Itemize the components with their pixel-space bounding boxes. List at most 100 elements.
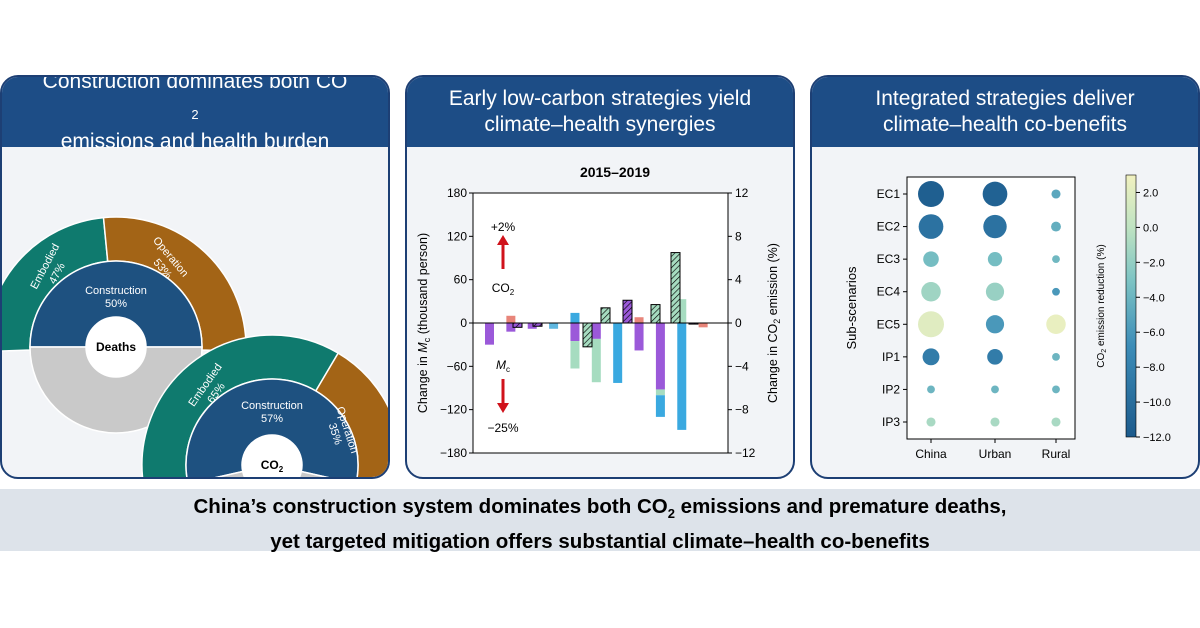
right-axis-label: Change in CO2 emission (%) — [766, 243, 782, 403]
co2-hole — [242, 435, 302, 477]
right-tick-label: 8 — [735, 229, 742, 243]
colorbar-tick-label: 2.0 — [1143, 187, 1158, 199]
mc-bar-segment — [549, 323, 559, 329]
mc-bar-segment — [613, 323, 623, 383]
bubble — [922, 348, 940, 366]
row-label: EC3 — [877, 252, 901, 266]
co2-center-label: CO2 — [261, 458, 284, 474]
annot-co2: CO2 — [492, 281, 515, 297]
footer-line-1: China’s construction system dominates bo… — [193, 495, 1007, 522]
footer-summary: China’s construction system dominates bo… — [0, 489, 1200, 553]
deaths-construction-pct: 50% — [105, 298, 127, 310]
co2-hatched-bar — [622, 299, 633, 324]
title-subscript: 2 — [191, 107, 199, 123]
mc-bar-segment — [634, 323, 644, 351]
right-tick-label: −4 — [735, 359, 749, 373]
co2-other-arc — [214, 470, 330, 477]
left-tick-label: 60 — [454, 273, 468, 287]
title-line-1: Construction dominates both CO — [42, 75, 348, 94]
mc-bar-segment — [634, 317, 644, 323]
up-arrow — [497, 235, 509, 269]
title-line-2: emissions and health burden — [60, 129, 330, 153]
row-labels: EC1 EC2 EC3 EC4 EC5 IP1 IP2 IP3 — [877, 187, 907, 429]
col-label: Urban — [979, 447, 1012, 461]
mc-bar-segment — [570, 341, 580, 369]
co2-hatched-bar — [582, 322, 593, 348]
co2-construction-pct: 57% — [261, 413, 283, 425]
chart-title: 2015–2019 — [580, 164, 650, 180]
title-line-1: Integrated strategies deliver — [875, 87, 1135, 110]
bubble — [927, 385, 935, 394]
mc-bar-segment — [527, 323, 537, 329]
panel-title: Construction dominates both CO 2 emission… — [2, 75, 388, 153]
panel-construction-dominates: Construction dominates both CO 2 emission… — [0, 75, 390, 479]
bubble — [1052, 385, 1060, 394]
bubble — [1052, 352, 1060, 361]
colorbar-tick-label: −6.0 — [1143, 327, 1165, 339]
bubble — [1051, 417, 1061, 427]
bubble — [923, 251, 939, 267]
right-tick-label: −12 — [735, 446, 756, 460]
co2-hatched-bar — [600, 307, 611, 324]
bubble — [926, 417, 936, 427]
bar-chart: 2015–2019 180 120 60 0 −60 −120 −180 12 8 4 0 −4 −8… — [416, 164, 782, 460]
bubble — [1052, 255, 1060, 264]
colorbar-tick-label: −12.0 — [1143, 432, 1171, 444]
co2-construction-label: Construction — [241, 400, 303, 412]
colorbar-tick-label: −4.0 — [1143, 292, 1165, 304]
bubble — [982, 181, 1008, 207]
panel-title: Integrated strategies deliver climate–he… — [812, 77, 1198, 147]
bubble-chart: EC1 EC2 EC3 EC4 EC5 IP1 IP2 IP3 China Urban Rural… — [844, 174, 1171, 461]
co2-hatched-bar — [512, 322, 523, 328]
annot-minus: −25% — [487, 421, 518, 435]
mc-bar-segment — [655, 395, 665, 417]
colorbar-tick-label: −10.0 — [1143, 397, 1171, 409]
deaths-construction-label: Construction — [85, 285, 147, 297]
panel-integrated-strategies: Integrated strategies deliver climate–he… — [810, 75, 1200, 479]
title-line-1: Early low-carbon strategies yield — [448, 87, 752, 110]
mc-bar-segment — [677, 323, 687, 430]
row-label: EC1 — [877, 187, 901, 201]
mc-bar-segment — [591, 323, 601, 339]
bubble — [1051, 221, 1061, 232]
mc-bar-segment — [506, 315, 516, 323]
left-tick-label: −180 — [440, 446, 467, 460]
bubble — [918, 214, 944, 239]
colorbar-tick-label: −8.0 — [1143, 362, 1165, 374]
row-label: EC5 — [877, 317, 901, 331]
bubble — [990, 417, 1000, 427]
donut-charts: Deaths Construction 50% Embodied 47% Ope… — [2, 216, 388, 477]
mc-bar-segment — [570, 323, 580, 342]
co2-donut: CO2 Construction 57% Embodied 65% Operat… — [141, 334, 388, 477]
bubble — [921, 281, 941, 302]
mc-bar-segment — [570, 312, 580, 323]
bubble — [918, 311, 944, 338]
right-axis-ticks: 12 8 4 0 −4 −8 −12 — [728, 186, 756, 460]
left-tick-label: 180 — [447, 186, 467, 200]
deaths-hole — [86, 317, 146, 377]
bubble — [987, 349, 1003, 365]
colorbar-tick-label: 0.0 — [1143, 222, 1158, 234]
sub-scenarios-label: Sub-scenarios — [844, 266, 859, 350]
bubble — [985, 282, 1005, 301]
mc-bar-segment — [485, 323, 494, 345]
bars-group — [485, 252, 708, 430]
row-label: IP1 — [882, 350, 900, 364]
left-tick-label: 120 — [447, 229, 467, 243]
left-axis-label: Change in Mc (thousand person) — [416, 233, 432, 413]
left-tick-label: 0 — [460, 316, 467, 330]
bubbles — [918, 181, 1066, 427]
mc-bar-segment — [655, 389, 665, 396]
column-labels: China Urban Rural — [915, 439, 1070, 461]
bubble — [918, 181, 944, 207]
left-axis-ticks: 180 120 60 0 −60 −120 −180 — [440, 186, 473, 460]
col-label: China — [915, 447, 947, 461]
title-line-2: climate–health synergies — [484, 113, 716, 136]
footer-line-2: yet targeted mitigation offers substanti… — [270, 530, 930, 554]
bubble — [983, 214, 1007, 239]
bubble — [987, 251, 1003, 267]
mc-bar-segment — [655, 323, 665, 390]
annot-mc: Mc — [496, 358, 510, 374]
row-label: EC4 — [877, 285, 901, 299]
title-line-2: climate–health co-benefits — [883, 113, 1127, 136]
